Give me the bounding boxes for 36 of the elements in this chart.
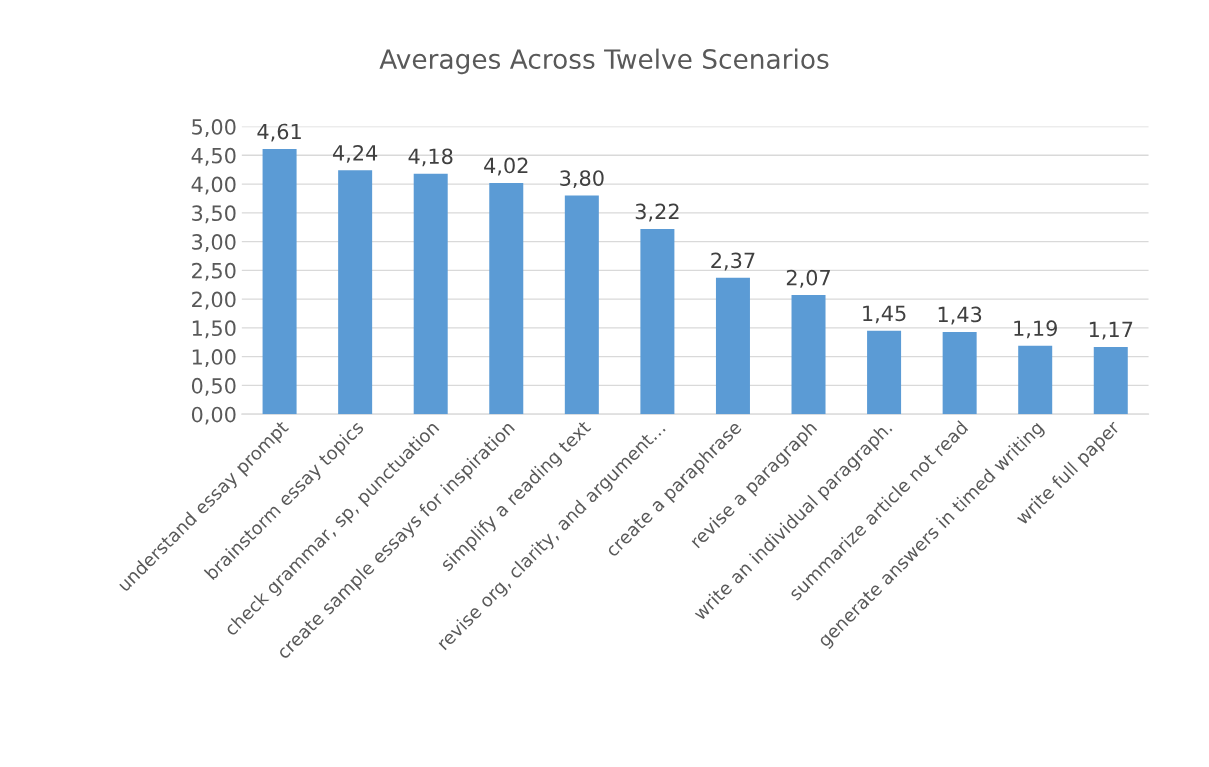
bar xyxy=(1093,346,1128,415)
y-tick-label: 5,00 xyxy=(192,119,236,137)
y-tick-label: 3,00 xyxy=(192,234,236,252)
y-tick-label: 4,50 xyxy=(191,147,236,166)
data-label: 1,45 xyxy=(863,305,906,324)
data-label: 4,02 xyxy=(484,157,528,176)
data-label: 2,07 xyxy=(786,269,830,288)
bar xyxy=(867,330,902,415)
bar xyxy=(1018,345,1053,415)
y-tick-label: 2,00 xyxy=(192,291,236,310)
data-label: 4,18 xyxy=(408,148,453,167)
chart-title: Averages Across Twelve Scenarios xyxy=(379,48,829,75)
bar xyxy=(942,331,977,415)
y-tick-label: 1,00 xyxy=(192,349,236,367)
bar xyxy=(489,182,524,415)
data-label: 1,17 xyxy=(1089,321,1133,340)
bar xyxy=(338,170,373,415)
y-tick-label: 1,50 xyxy=(192,320,236,339)
y-tick-label: 4,00 xyxy=(191,176,236,195)
data-label: 3,80 xyxy=(560,170,604,189)
bar xyxy=(262,148,297,415)
bar xyxy=(564,195,599,415)
y-tick-label: 0,50 xyxy=(191,377,236,396)
data-label: 4,61 xyxy=(257,123,301,142)
bar xyxy=(791,295,826,415)
y-tick-label: 3,50 xyxy=(192,205,236,224)
bar xyxy=(715,277,750,415)
y-tick-label: 2,50 xyxy=(192,262,236,281)
data-label: 4,24 xyxy=(332,144,378,163)
data-label: 3,22 xyxy=(635,203,679,222)
data-label: 1,19 xyxy=(1014,320,1057,339)
bar xyxy=(413,173,448,415)
data-label: 1,43 xyxy=(938,306,982,325)
y-tick-label: 0,00 xyxy=(191,406,236,425)
bar xyxy=(640,228,675,415)
data-label: 2,37 xyxy=(711,252,755,271)
